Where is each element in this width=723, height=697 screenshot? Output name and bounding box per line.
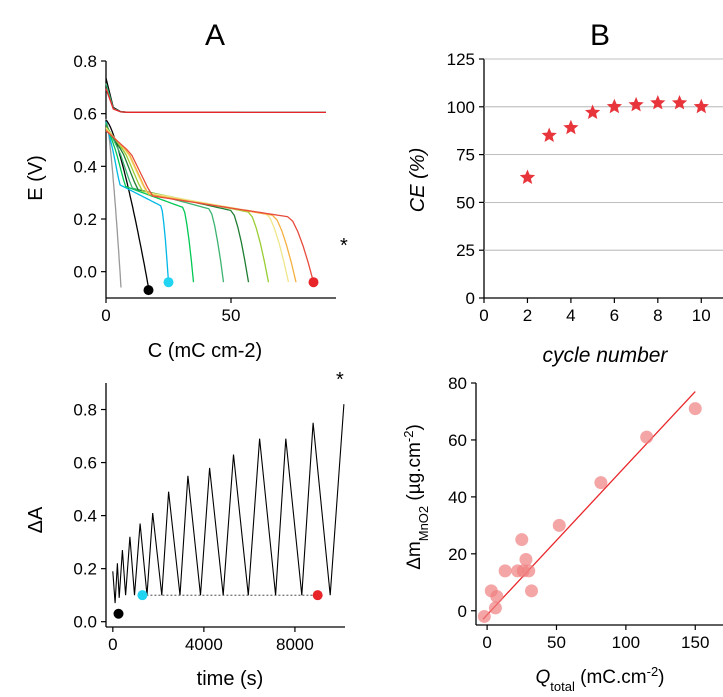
chart-b-bottom-point: [640, 430, 654, 444]
chart-b-top-point: [671, 95, 688, 110]
chart-a-bottom-ytick-label: 0.6: [73, 454, 97, 473]
chart-a-top-charge-series: [105, 77, 326, 114]
chart-a-bottom-annotation: *: [336, 369, 344, 391]
chart-a-top-xtick-label: 50: [222, 306, 241, 325]
chart-b-bottom-point: [594, 476, 608, 490]
chart-a-top-discharge-series: [105, 129, 297, 283]
chart-b-bottom-ytick-label: 40: [448, 488, 467, 507]
chart-b-bottom-ytick-label: 60: [448, 431, 467, 450]
chart-b-top-point: [519, 169, 536, 184]
chart-b-bottom-point: [477, 609, 491, 623]
chart-b-top-point: [585, 104, 601, 119]
chart-a-bottom-marker: [113, 608, 124, 619]
chart-a-top-ytick-label: 0.6: [73, 105, 97, 124]
chart-a-top-ytick-label: 0.2: [73, 210, 97, 229]
chart-a-bottom-xtick-label: 0: [108, 635, 117, 654]
chart-b-top-point: [541, 127, 557, 142]
chart-a-top-discharge-series: [105, 125, 250, 283]
charts-layer: 0.00.20.40.60.80 500.00.20.40.60.80 4000 80…: [73, 50, 723, 654]
panel-label-b: B: [590, 19, 610, 52]
chart-a-top-xlabel: C (mC cm-2): [148, 340, 262, 362]
chart-b-bottom-point: [488, 601, 502, 615]
chart-b-bottom-xtick-label: 50: [547, 633, 566, 652]
chart-a-top-xtick-label: 0: [101, 306, 110, 325]
chart-b-bottom-ytick-label: 0: [458, 602, 467, 621]
chart-a-bottom-ytick-label: 0.8: [73, 401, 97, 420]
chart-b-top-xtick-label: 8: [653, 306, 662, 325]
chart-b-top-xtick-label: 4: [566, 306, 575, 325]
chart-a-bottom-xtick-label: 4000: [185, 635, 223, 654]
chart-a-top-discharge-series: [105, 122, 195, 283]
chart-b-top-xtick-label: 10: [692, 306, 711, 325]
chart-a-bottom-ytick-label: 0.4: [73, 507, 97, 526]
chart-b-top-ytick-label: 125: [447, 50, 475, 69]
chart-b-bottom-point: [490, 590, 504, 604]
chart-b-bottom-xtick-label: 150: [681, 633, 709, 652]
chart-b-bottom-point: [525, 584, 539, 598]
chart-b-top-point: [693, 98, 709, 114]
panel-label-a: A: [205, 19, 225, 52]
chart-a-top-ylabel: E (V): [25, 155, 47, 201]
chart-b-bottom-xtick-label: 0: [482, 633, 491, 652]
chart-a-bottom-ytick-label: 0.2: [73, 560, 97, 579]
chart-a-bottom-xtick-label: 8000: [276, 635, 314, 654]
chart-a-bottom-series: [112, 404, 345, 604]
chart-b-top-xlabel: cycle number: [543, 344, 669, 367]
chart-b-bottom-xlabel: Qtotal (mC.cm-2): [535, 664, 664, 694]
chart-a-bottom-xlabel: time (s): [197, 668, 264, 690]
chart-b-top-ytick-label: 0: [466, 289, 475, 308]
chart-a-top-discharge-series: [105, 130, 315, 283]
chart-b-top-ytick-label: 50: [456, 193, 475, 212]
chart-a-top-ytick-label: 0.4: [73, 157, 97, 176]
chart-b-bottom-point: [498, 564, 512, 578]
chart-a-bottom-ylabel: ΔA: [25, 506, 47, 533]
chart-b-bottom-ylabel: ΔmMnO2 (µg.cm-2): [401, 424, 431, 570]
chart-b-top-ytick-label: 75: [456, 146, 475, 165]
chart-b-bottom-ytick-label: 80: [448, 374, 467, 393]
chart-b-top-point: [606, 98, 622, 114]
chart-a-top-marker: [143, 285, 154, 296]
chart-b-bottom-point: [515, 533, 529, 547]
chart-b-top-ytick-label: 100: [447, 98, 475, 117]
chart-b-top-point: [650, 95, 666, 110]
chart-b-bottom-xtick-label: 100: [612, 633, 640, 652]
chart-a-top-ytick-label: 0.8: [73, 52, 97, 71]
chart-a-top-annotation: *: [340, 235, 348, 257]
chart-b-top-xtick-label: 2: [523, 306, 532, 325]
chart-a-top-charge-series: [105, 83, 326, 114]
chart-b-bottom-point: [522, 564, 536, 578]
chart-b-top-xtick-label: 6: [610, 306, 619, 325]
chart-a-bottom-ytick-label: 0.0: [73, 613, 97, 632]
chart-a-top-discharge-series: [105, 121, 170, 283]
chart-a-top-ytick-label: 0.0: [73, 263, 97, 282]
chart-a-bottom-marker: [312, 590, 323, 601]
chart-a-top-marker: [163, 277, 174, 288]
chart-b-bottom-fit-line: [482, 391, 696, 620]
chart-a-top-marker: [308, 277, 319, 288]
chart-b-bottom-point: [519, 553, 533, 567]
chart-a-top-discharge-series: [105, 119, 150, 288]
chart-b-bottom-point: [552, 518, 566, 532]
chart-b-top-xtick-label: 0: [479, 306, 488, 325]
chart-a-bottom-marker: [137, 590, 148, 601]
chart-b-top-ytick-label: 25: [456, 241, 475, 260]
chart-b-bottom-ytick-label: 20: [448, 545, 467, 564]
chart-a-top-charge-series: [105, 88, 326, 114]
chart-b-top-point: [563, 119, 579, 135]
chart-b-top-ylabel: CE (%): [407, 148, 429, 212]
chart-b-top-point: [628, 96, 644, 112]
chart-b-bottom-point: [688, 402, 702, 416]
